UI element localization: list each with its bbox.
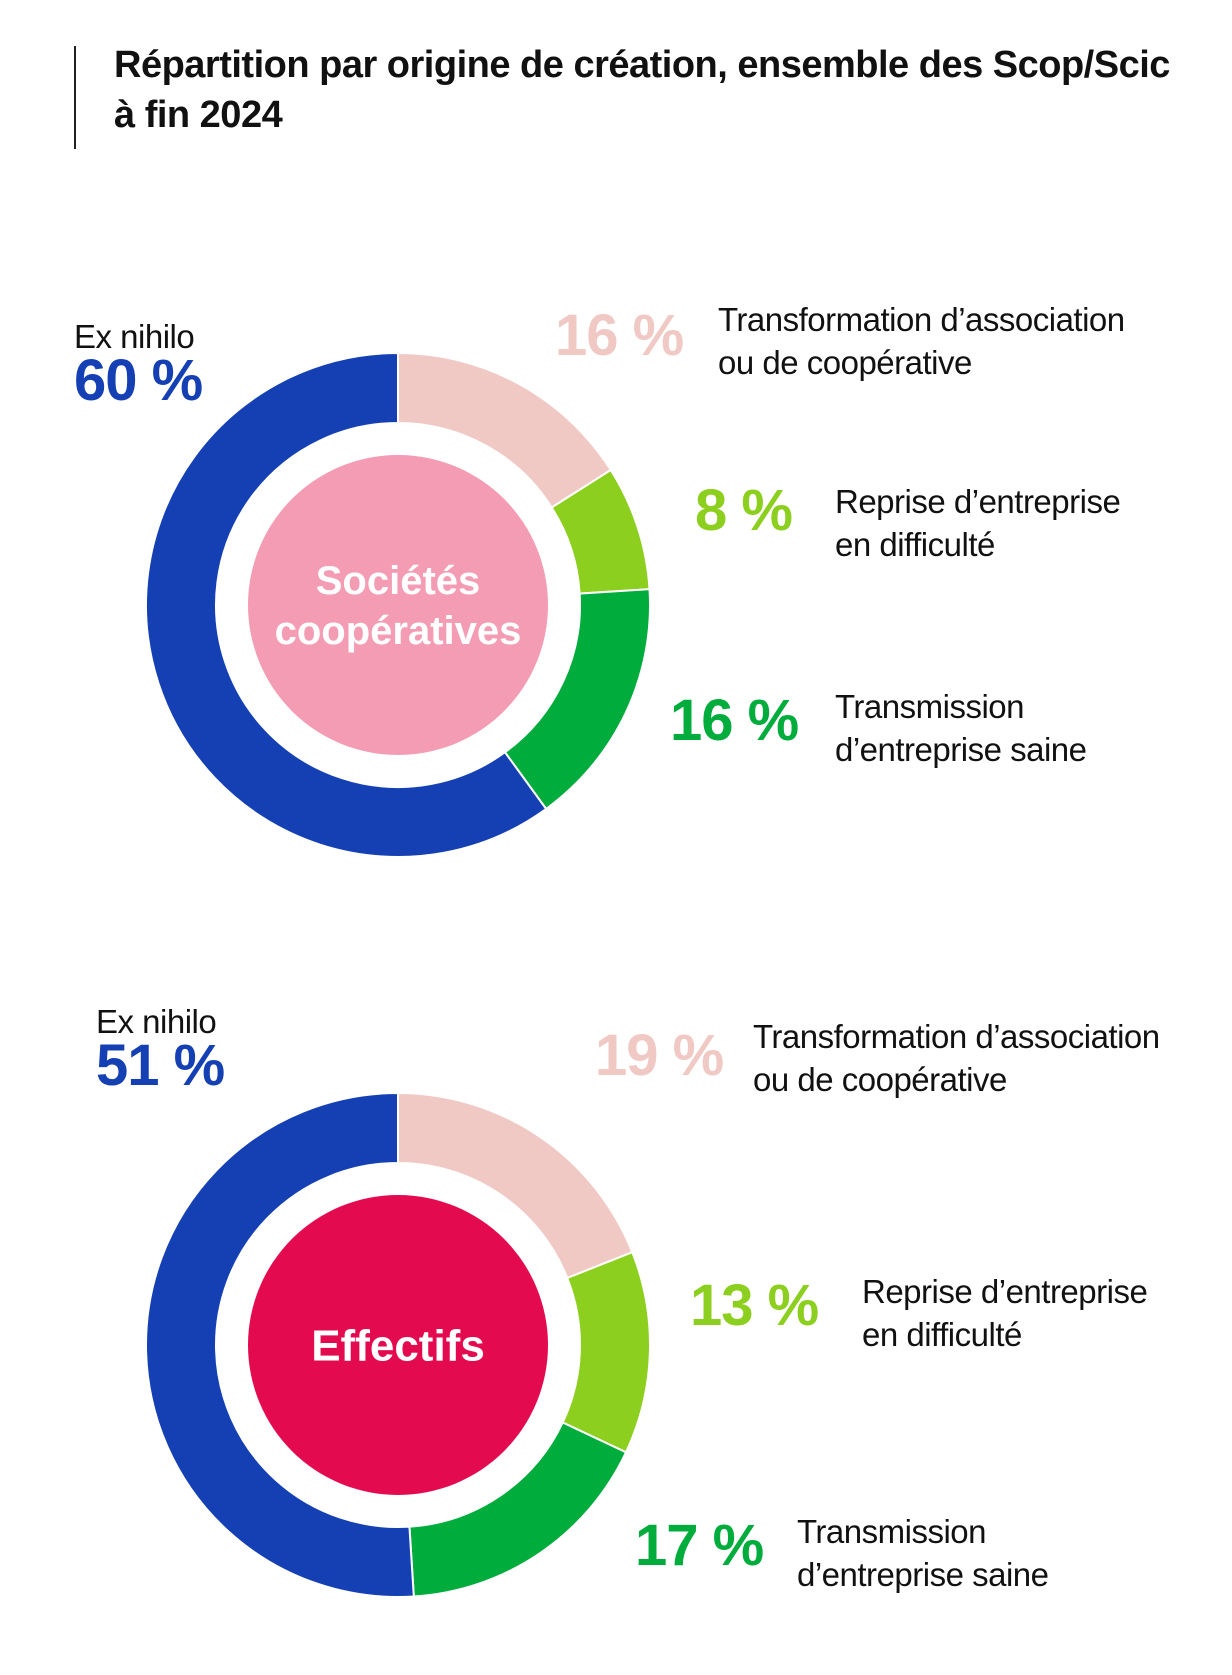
donut-chart-societes: Sociétés coopératives 60 % Ex nihilo 16 % Tra…	[0, 290, 1232, 990]
donut-chart-effectifs: Effectifs 51 % Ex nihilo 19 % Transformation…	[0, 975, 1232, 1675]
center-label: Effectifs	[311, 1321, 485, 1370]
center-disc	[248, 455, 548, 755]
value-label-transformation: 19 %	[595, 1023, 724, 1088]
donut-svg: Effectifs	[145, 1091, 651, 1598]
value-label-ex-nihilo: 60 %	[74, 348, 203, 413]
category-label-transformation: Transformation d’association ou de coopér…	[718, 301, 1125, 381]
category-label-transmission: Transmission d’entreprise saine	[835, 688, 1087, 768]
chart-title: Répartition par origine de création, ens…	[114, 44, 1170, 136]
category-label-ex-nihilo: Ex nihilo	[96, 1003, 217, 1040]
category-label-transmission: Transmission d’entreprise saine	[797, 1513, 1049, 1593]
category-label-reprise: Reprise d’entreprise en difficulté	[835, 483, 1121, 563]
value-label-transformation: 16 %	[555, 303, 684, 368]
value-label-reprise: 8 %	[695, 478, 793, 543]
value-label-ex-nihilo: 51 %	[96, 1033, 225, 1098]
category-label-ex-nihilo: Ex nihilo	[74, 318, 195, 355]
value-label-transmission: 17 %	[635, 1513, 764, 1578]
slice-reprise	[561, 1250, 651, 1454]
center-disc	[248, 1195, 548, 1495]
title-accent-bar	[74, 46, 76, 149]
donut-svg: Sociétés coopératives	[145, 351, 651, 858]
slice-ex-nihilo	[145, 1091, 415, 1598]
category-label-transformation: Transformation d’association ou de coopér…	[753, 1018, 1160, 1098]
slice-ex-nihilo	[145, 351, 548, 858]
center-label: Sociétés coopératives	[275, 559, 522, 653]
value-label-reprise: 13 %	[690, 1273, 819, 1338]
value-label-transmission: 16 %	[670, 688, 799, 753]
category-label-reprise: Reprise d’entreprise en difficulté	[862, 1273, 1148, 1353]
